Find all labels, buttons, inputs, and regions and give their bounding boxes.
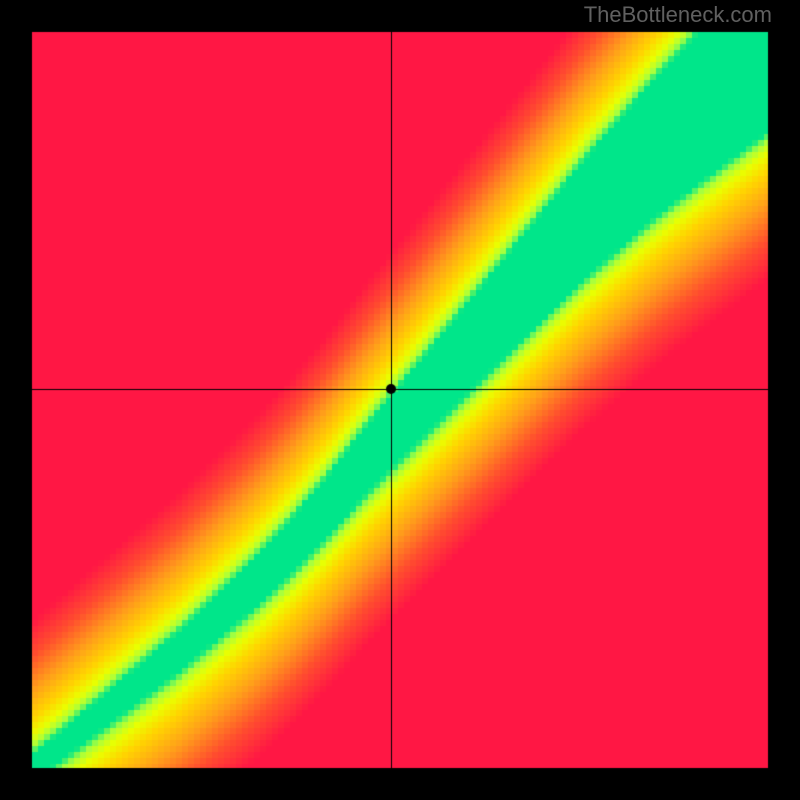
- chart-container: TheBottleneck.com: [0, 0, 800, 800]
- source-watermark: TheBottleneck.com: [584, 2, 772, 28]
- bottleneck-heatmap-canvas: [0, 0, 800, 800]
